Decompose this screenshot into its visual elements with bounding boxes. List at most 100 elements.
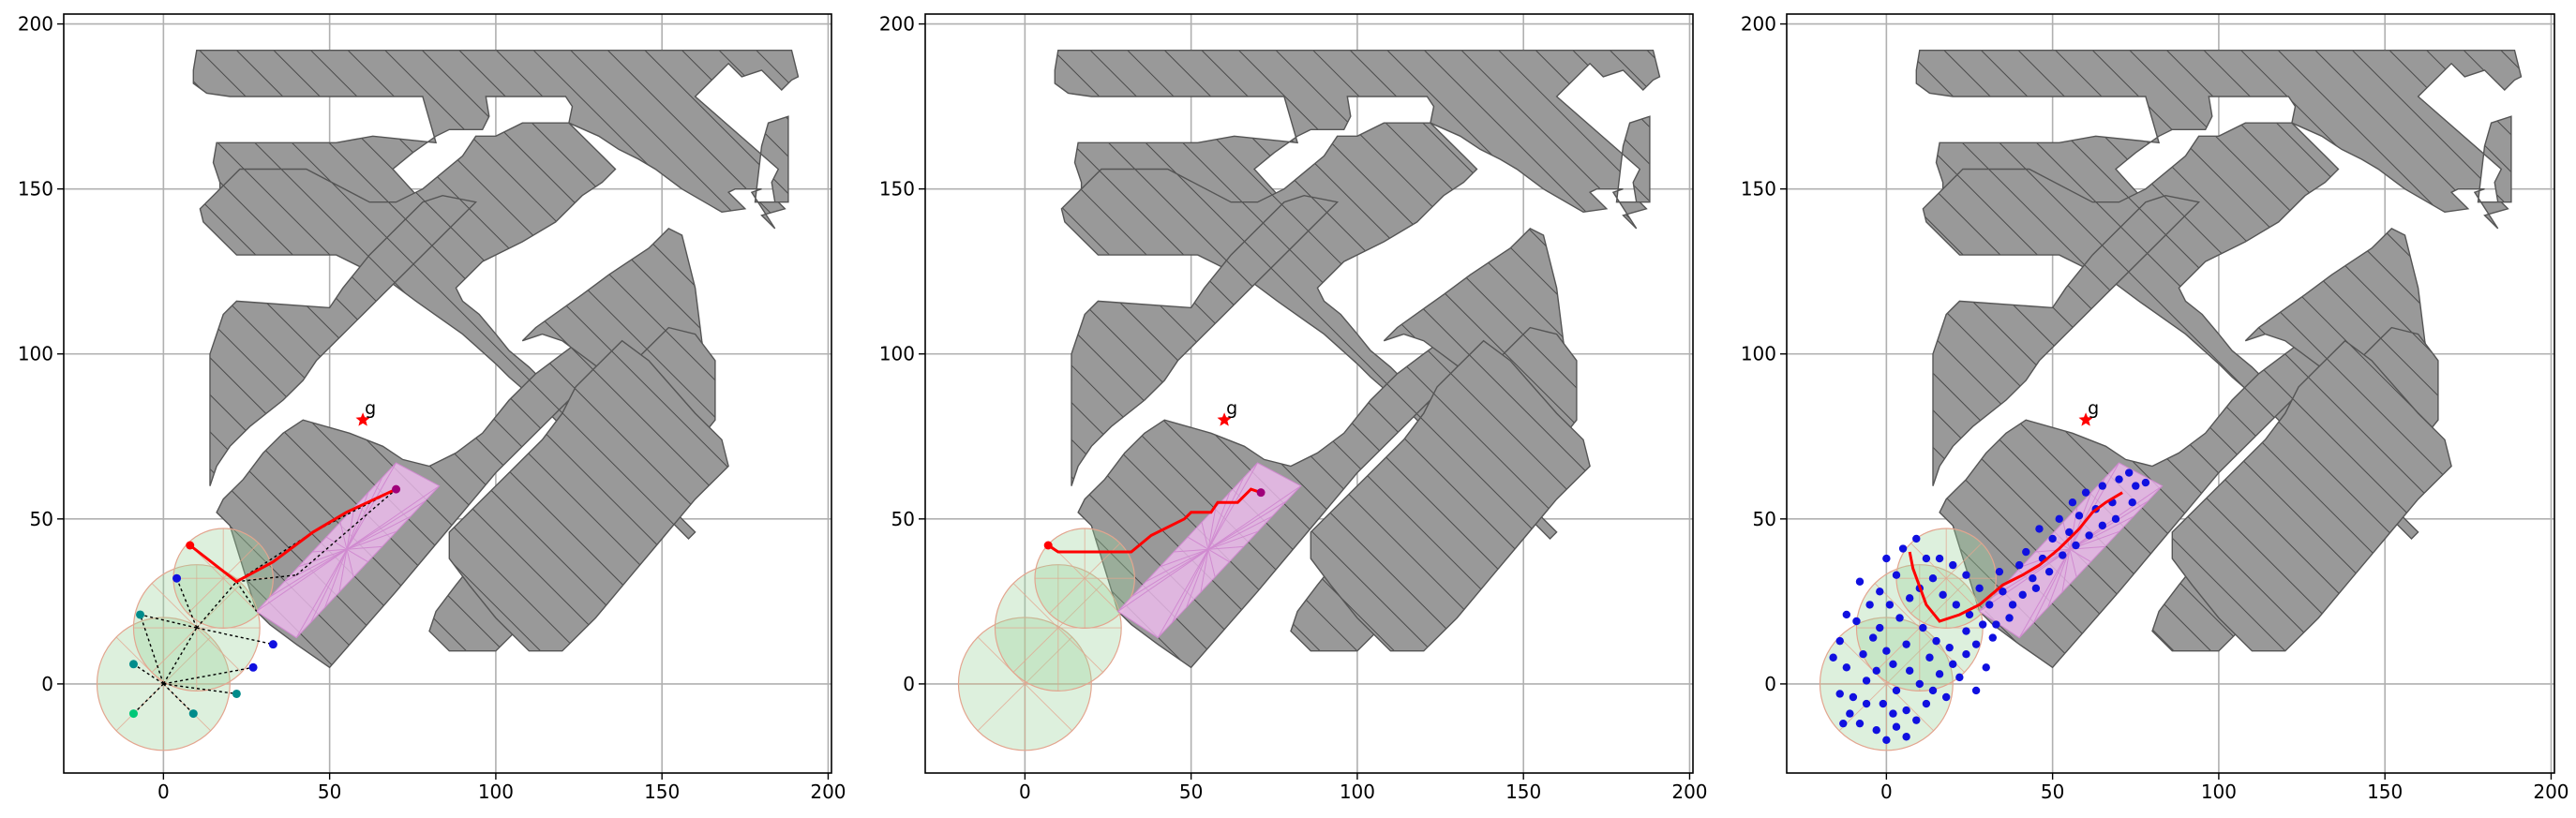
obstacle [2171,339,2452,652]
x-tick-label: 50 [1179,781,1203,803]
tree-node [2068,498,2077,507]
tree-node [2022,547,2030,557]
tree-node [1876,587,1884,596]
goal-label: g [365,398,376,419]
sensor-ray [1084,543,1121,579]
tree-node [2128,498,2136,507]
panel-right: g 0 50 100 150 200 0 50 100 150 200 [1741,13,2569,803]
tree-node [1928,574,1938,583]
graph-node [1043,541,1053,550]
axes-frame [924,13,1694,774]
obstacle [1932,194,2201,486]
x-tick-label: 0 [1019,781,1031,803]
tree-node [1955,673,1964,682]
sensor-ray [1025,636,1072,685]
graph-node [136,610,145,619]
tree-node [1868,633,1878,642]
sensor-ray [1049,577,1086,614]
tree-node [1835,636,1844,646]
tree-node [1842,610,1851,619]
tree-node [1859,650,1867,659]
sensor-ray [187,577,224,614]
obstacle [1310,339,1591,652]
tree-node [2014,560,2024,570]
tree-node [1835,690,1844,698]
tree-node [1992,620,2000,629]
x-tick-label: 50 [2041,781,2064,803]
sensor-ray [222,577,260,614]
tree-node [1849,692,1858,702]
tree-node [1895,614,1904,622]
tree-edge [196,581,237,629]
tree-node [1971,686,1981,695]
sensor-ray [1012,583,1059,629]
sensor-ray [1012,627,1059,673]
axes-frame [63,13,832,774]
tree-node [1882,736,1891,744]
tree-node [1885,601,1895,609]
x-tick-label: 100 [478,781,514,803]
tree-node [2124,468,2134,477]
path-line [188,487,397,584]
x-tick-label: 150 [2367,781,2403,803]
tree-node [1865,601,1874,609]
goal-marker [355,412,370,426]
y-tick-label: 150 [18,178,53,201]
graph-node [188,709,198,719]
tree-node [1919,623,1927,632]
tree-node [1882,647,1891,655]
tree-node [1985,601,1994,609]
tree-edge [235,581,258,612]
tree-edge [139,614,165,685]
tree-edge [132,683,164,715]
tree-node [1922,554,1931,563]
tree-edge [196,627,274,646]
tree-node [1949,660,1957,668]
y-tick-label: 100 [18,343,53,365]
tree-node [1935,670,1944,678]
tree-node [1962,627,1970,635]
tree-node [1941,692,1951,702]
y-tick-label: 0 [1764,673,1776,695]
tree-node [2141,478,2150,487]
x-tick-label: 100 [1340,781,1375,803]
graph-node [128,709,138,719]
tree-node [1949,560,1957,570]
tree-node [1935,554,1944,563]
tree-node [1852,617,1861,626]
tree-node [1939,590,1947,600]
tree-node [2044,567,2054,576]
graph-node [1256,488,1266,498]
tree-node [1879,699,1888,708]
sensor-ray [1886,636,1934,685]
tree-node [1932,636,1940,646]
path-line [1908,491,2123,623]
sensor-ray [1838,683,1887,732]
x-tick-label: 150 [1505,781,1541,803]
tree-node [1925,653,1934,662]
tree-node [1922,699,1931,708]
y-tick-label: 150 [879,178,915,201]
goal-label: g [1226,398,1237,419]
tree-node [2029,574,2037,583]
sensor-ray [196,583,242,629]
x-tick-label: 0 [1880,781,1893,803]
graph-node [172,573,182,583]
tree-node [1928,686,1938,695]
panel-left: g 0 50 100 150 200 0 50 100 150 200 [18,13,846,803]
y-tick-label: 50 [30,508,53,530]
corridor-ray [2018,462,2119,638]
x-tick-label: 100 [2201,781,2237,803]
graph-node [186,541,195,550]
tree-node [2005,614,2014,622]
tree-node [2072,541,2080,550]
tree-node [1982,663,1990,672]
sensor-ray [977,683,1026,732]
tree-node [1872,666,1880,676]
tree-node [1915,679,1925,689]
tree-node [1862,677,1871,685]
y-tick-label: 150 [1741,178,1776,201]
tree-node [1839,719,1848,728]
tree-edge [163,666,254,685]
